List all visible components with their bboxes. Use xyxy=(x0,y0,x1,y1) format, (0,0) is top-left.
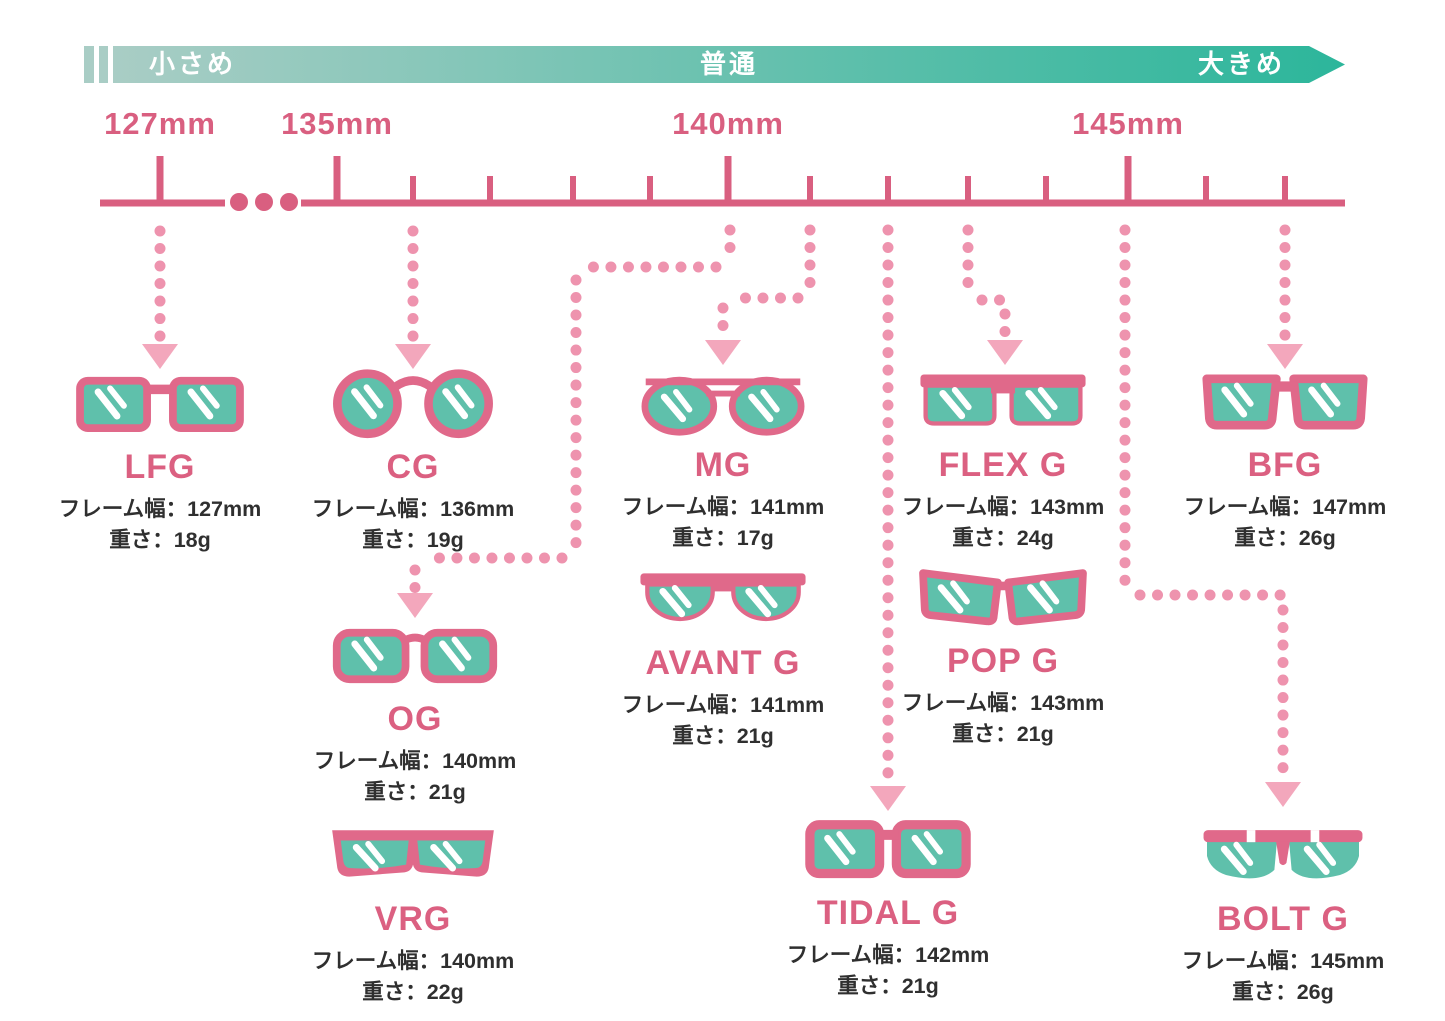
ruler-label-145mm: 145mm xyxy=(1072,106,1184,141)
model-card-tidal-g: TIDAL G フレーム幅：142mm 重さ：21g xyxy=(763,812,1013,1001)
model-frame-width: フレーム幅：141mm xyxy=(621,693,825,717)
model-weight: 重さ：21g xyxy=(364,779,466,804)
arrow-down-icon xyxy=(395,344,431,369)
model-name: TIDAL G xyxy=(816,894,960,932)
model-weight: 重さ：19g xyxy=(362,527,464,552)
model-weight: 重さ：21g xyxy=(837,973,939,998)
size-label-small: 小さめ xyxy=(149,49,237,79)
model-weight: 重さ：21g xyxy=(672,723,774,748)
model-frame-width: フレーム幅：136mm xyxy=(311,497,515,521)
model-weight: 重さ：26g xyxy=(1234,525,1336,550)
ruler-label-135mm: 135mm xyxy=(281,106,393,141)
arrow-down-icon xyxy=(1267,344,1303,369)
model-frame-width: フレーム幅：140mm xyxy=(313,749,517,773)
model-card-pop-g: POP G フレーム幅：143mm 重さ：21g xyxy=(878,560,1128,749)
model-card-vrg: VRG フレーム幅：140mm 重さ：22g xyxy=(288,818,538,1007)
bar-stripe xyxy=(99,46,108,83)
ruler-label-127mm: 127mm xyxy=(104,106,216,141)
model-weight: 重さ：17g xyxy=(672,525,774,550)
model-frame-width: フレーム幅：141mm xyxy=(621,495,825,519)
model-card-mg: MG フレーム幅：141mm 重さ：17g xyxy=(598,364,848,553)
model-card-lfg: LFG フレーム幅：127mm 重さ：18g xyxy=(35,366,285,555)
model-card-bolt-g: BOLT G フレーム幅：145mm 重さ：26g xyxy=(1158,818,1408,1007)
og-glasses-icon xyxy=(332,628,498,684)
connector-mg xyxy=(705,224,816,365)
model-weight: 重さ：26g xyxy=(1232,979,1334,1004)
vrg-glasses-icon xyxy=(332,830,494,877)
model-frame-width: フレーム幅：142mm xyxy=(786,943,990,967)
bar-stripe xyxy=(84,46,94,83)
model-weight: 重さ：22g xyxy=(362,979,464,1004)
ruler-minor-ticks xyxy=(410,176,1288,203)
connector-og xyxy=(397,224,736,618)
arrow-down-icon xyxy=(987,340,1023,365)
connector-flex-g xyxy=(962,224,1023,365)
model-frame-width: フレーム幅：127mm xyxy=(58,497,262,521)
arrow-down-icon xyxy=(870,786,906,811)
model-name: LFG xyxy=(124,448,196,486)
size-label-large: 大きめ xyxy=(1197,49,1285,79)
bolt-g-glasses-icon xyxy=(1203,830,1363,879)
mg-glasses-icon xyxy=(641,376,805,436)
model-frame-width: フレーム幅：140mm xyxy=(311,949,515,973)
model-name: OG xyxy=(387,700,443,738)
size-range-bar: 小さめ 普通 大きめ xyxy=(113,46,1345,83)
tidal-g-glasses-icon xyxy=(805,820,971,879)
model-name: MG xyxy=(694,446,752,484)
connector-bolt-g xyxy=(1119,224,1301,807)
connector-cg xyxy=(395,225,431,369)
arrow-down-icon xyxy=(142,344,178,369)
model-frame-width: フレーム幅：143mm xyxy=(901,495,1105,519)
ruler-major-ticks xyxy=(156,156,1132,203)
model-name: POP G xyxy=(946,642,1060,680)
pop-g-glasses-icon xyxy=(919,569,1087,626)
size-label-normal: 普通 xyxy=(699,49,759,79)
model-card-flex-g: FLEX G フレーム幅：143mm 重さ：24g xyxy=(878,364,1128,553)
connector-bfg xyxy=(1267,224,1303,369)
model-name: BOLT G xyxy=(1217,900,1349,938)
model-card-cg: CG フレーム幅：136mm 重さ：19g xyxy=(288,362,538,555)
model-name: FLEX G xyxy=(938,446,1068,484)
bfg-glasses-icon xyxy=(1202,374,1368,430)
avant-g-glasses-icon xyxy=(640,573,806,622)
model-frame-width: フレーム幅：145mm xyxy=(1181,949,1385,973)
model-weight: 重さ：18g xyxy=(109,527,211,552)
flex-g-glasses-icon xyxy=(920,374,1086,426)
connector-tidal-g xyxy=(870,224,906,811)
model-weight: 重さ：24g xyxy=(952,525,1054,550)
arrow-down-icon xyxy=(705,340,741,365)
ruler-label-140mm: 140mm xyxy=(672,106,784,141)
model-card-og: OG フレーム幅：140mm 重さ：21g xyxy=(290,618,540,807)
model-name: CG xyxy=(386,448,440,486)
model-card-avant-g: AVANT G フレーム幅：141mm 重さ：21g xyxy=(598,562,848,751)
model-frame-width: フレーム幅：143mm xyxy=(901,691,1105,715)
connector-lfg xyxy=(142,225,178,369)
model-weight: 重さ：21g xyxy=(952,721,1054,746)
model-frame-width: フレーム幅：147mm xyxy=(1183,495,1387,519)
model-name: AVANT G xyxy=(645,644,801,682)
model-name: BFG xyxy=(1247,446,1323,484)
model-name: VRG xyxy=(374,900,452,938)
arrow-down-icon xyxy=(397,593,433,618)
model-card-bfg: BFG フレーム幅：147mm 重さ：26g xyxy=(1160,364,1410,553)
lfg-glasses-icon xyxy=(76,376,244,432)
arrow-down-icon xyxy=(1265,782,1301,807)
cg-glasses-icon xyxy=(333,369,493,439)
